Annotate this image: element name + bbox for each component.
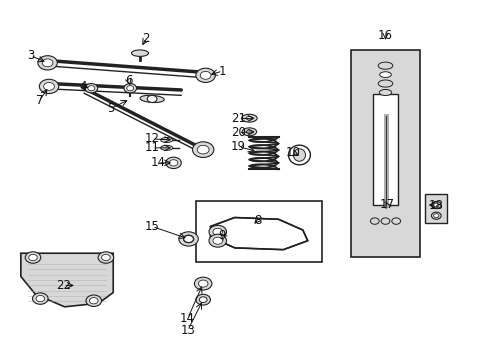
Ellipse shape <box>380 218 389 224</box>
Text: 19: 19 <box>231 140 245 153</box>
Text: 21: 21 <box>231 112 245 125</box>
Circle shape <box>39 79 59 94</box>
Text: 18: 18 <box>428 198 443 212</box>
Ellipse shape <box>140 95 164 103</box>
Circle shape <box>25 252 41 263</box>
Ellipse shape <box>293 149 305 161</box>
Text: 17: 17 <box>379 198 394 211</box>
Circle shape <box>200 71 210 79</box>
Polygon shape <box>210 217 307 249</box>
Text: 16: 16 <box>377 29 392 42</box>
Circle shape <box>212 228 222 235</box>
Circle shape <box>196 68 215 82</box>
Circle shape <box>430 212 440 219</box>
Circle shape <box>165 157 181 168</box>
Ellipse shape <box>160 138 172 143</box>
Circle shape <box>42 59 53 67</box>
Text: 12: 12 <box>144 132 159 145</box>
Circle shape <box>89 298 98 304</box>
Circle shape <box>85 84 98 93</box>
Circle shape <box>38 56 57 70</box>
Text: 10: 10 <box>285 147 300 159</box>
Text: 1: 1 <box>219 64 226 77</box>
Circle shape <box>208 225 226 238</box>
Bar <box>351 50 419 257</box>
Ellipse shape <box>288 145 310 165</box>
Circle shape <box>183 235 194 243</box>
Text: 14: 14 <box>150 156 165 169</box>
Circle shape <box>102 255 110 261</box>
Circle shape <box>88 86 95 91</box>
Ellipse shape <box>242 128 256 136</box>
Text: 8: 8 <box>253 213 261 226</box>
Circle shape <box>197 145 209 154</box>
Text: 22: 22 <box>56 279 71 292</box>
Text: 15: 15 <box>144 220 159 233</box>
Circle shape <box>169 160 178 166</box>
Ellipse shape <box>160 145 172 150</box>
Circle shape <box>179 232 198 246</box>
Ellipse shape <box>246 130 252 134</box>
Ellipse shape <box>377 80 392 87</box>
Text: 6: 6 <box>125 74 132 87</box>
Ellipse shape <box>391 218 400 224</box>
Ellipse shape <box>370 218 378 224</box>
Circle shape <box>43 82 54 90</box>
Circle shape <box>86 295 102 306</box>
Ellipse shape <box>131 50 148 57</box>
Circle shape <box>98 252 114 263</box>
Circle shape <box>36 296 44 302</box>
Text: 7: 7 <box>36 94 43 107</box>
Text: 3: 3 <box>27 49 34 62</box>
Ellipse shape <box>241 114 257 122</box>
Ellipse shape <box>379 72 390 77</box>
Text: 14: 14 <box>180 312 195 325</box>
Circle shape <box>212 237 222 244</box>
Text: 11: 11 <box>144 141 159 154</box>
Ellipse shape <box>245 116 252 120</box>
Ellipse shape <box>379 89 391 95</box>
Bar <box>196 202 322 262</box>
Circle shape <box>208 234 226 247</box>
Text: 13: 13 <box>180 324 195 337</box>
Circle shape <box>32 293 48 304</box>
Circle shape <box>433 203 438 207</box>
Circle shape <box>123 84 136 93</box>
Text: 9: 9 <box>218 229 225 242</box>
Text: 5: 5 <box>107 102 114 115</box>
Circle shape <box>433 214 438 218</box>
Circle shape <box>126 86 133 91</box>
Bar <box>372 94 397 205</box>
Circle shape <box>192 142 213 157</box>
Polygon shape <box>21 253 113 307</box>
Circle shape <box>194 277 211 290</box>
Circle shape <box>198 280 207 287</box>
FancyBboxPatch shape <box>425 194 447 223</box>
Text: 20: 20 <box>231 126 245 139</box>
Ellipse shape <box>199 297 206 302</box>
Circle shape <box>147 95 157 103</box>
Ellipse shape <box>196 294 210 305</box>
Circle shape <box>29 255 37 261</box>
Text: 2: 2 <box>142 32 150 45</box>
Ellipse shape <box>377 62 392 69</box>
Text: 4: 4 <box>79 80 87 93</box>
Circle shape <box>183 235 193 243</box>
Circle shape <box>430 202 440 208</box>
